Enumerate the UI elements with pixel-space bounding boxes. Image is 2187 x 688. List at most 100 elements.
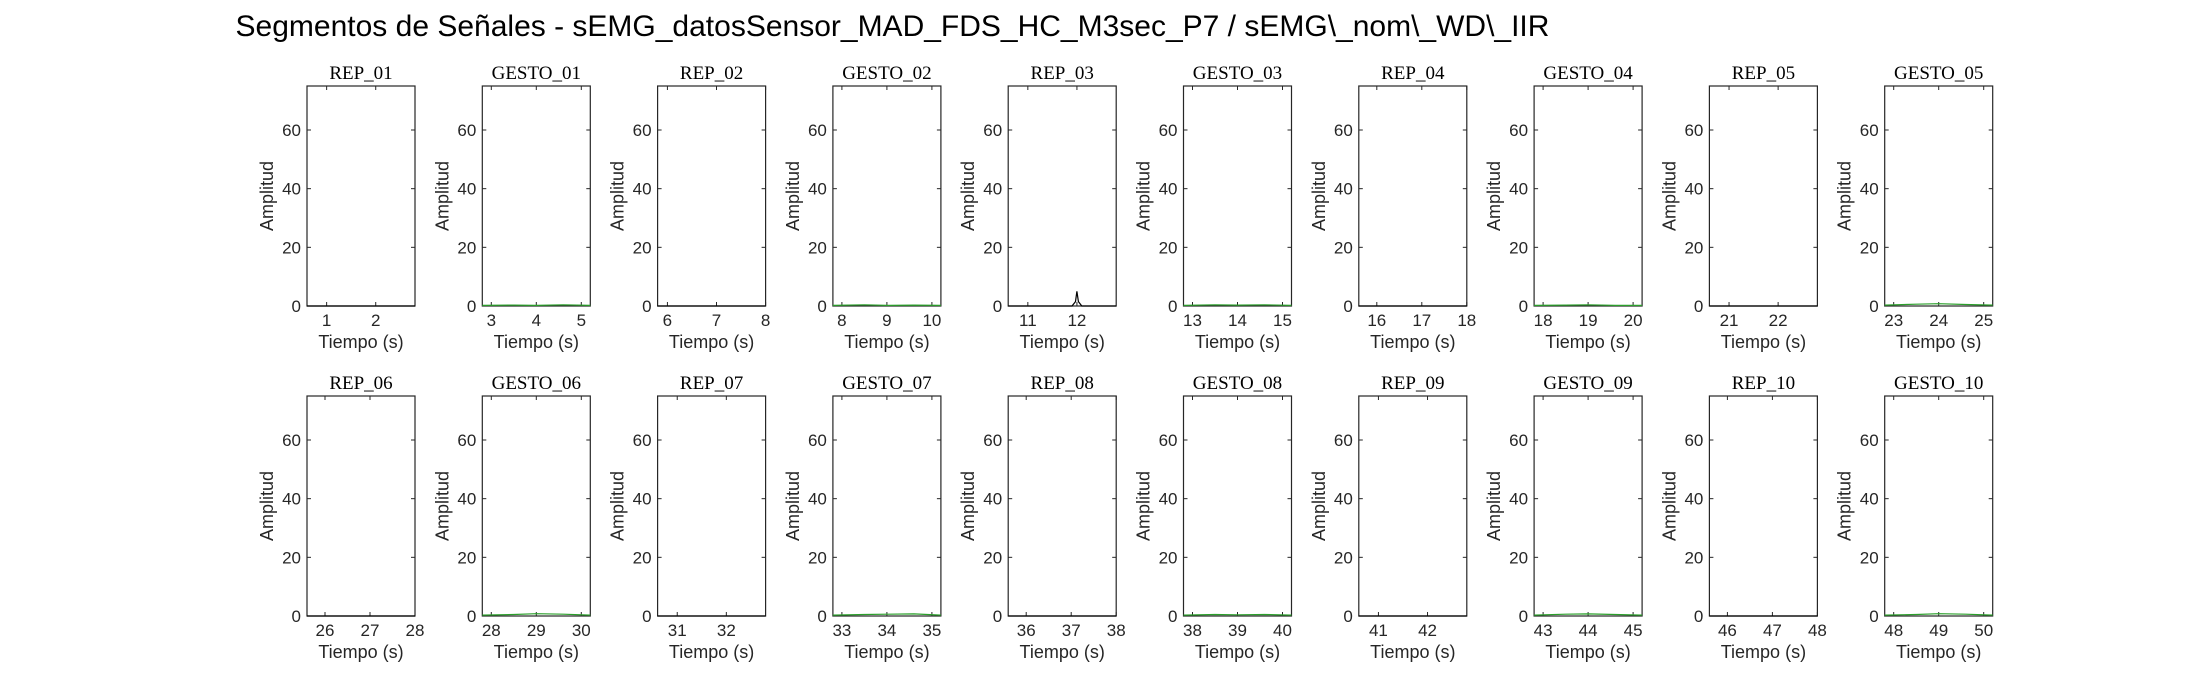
y-tick-label: 20 [1334, 238, 1353, 257]
subplot-title: REP_08 [1031, 373, 1094, 394]
y-tick-label: 40 [1684, 180, 1703, 199]
y-tick-label: 60 [1159, 431, 1178, 450]
y-axis-label: Amplitud [1659, 471, 1679, 541]
axes-box [306, 395, 416, 617]
y-axis-label: Amplitud [958, 161, 978, 231]
y-tick-label: 60 [1509, 431, 1528, 450]
subplot: GESTO_06 0 20 40 60 28 29 30 Tiempo (s) Amplitud [432, 373, 591, 662]
y-tick-label: 60 [457, 121, 476, 140]
y-axis-label: Amplitud [432, 161, 452, 231]
y-axis-label: Amplitud [1835, 161, 1855, 231]
x-axis-label: Tiempo (s) [494, 642, 579, 662]
y-tick-label: 60 [808, 431, 827, 450]
subplot: REP_03 0 20 40 60 11 12 Tiempo (s) Amplitud [958, 63, 1117, 352]
x-tick-label: 39 [1228, 621, 1247, 640]
subplot: GESTO_09 0 20 40 60 43 44 45 Tiempo (s) Amplitud [1484, 373, 1643, 662]
y-tick-label: 0 [292, 297, 301, 316]
series-line [1884, 303, 1993, 306]
axes-box [832, 395, 942, 617]
y-tick-label: 40 [282, 490, 301, 509]
y-tick-label: 20 [282, 238, 301, 257]
series-line [832, 304, 941, 307]
series-line [1008, 291, 1117, 307]
subplot-title: GESTO_05 [1894, 63, 1983, 84]
y-tick-label: 20 [1159, 548, 1178, 567]
y-tick-label: 0 [993, 607, 1002, 626]
y-tick-label: 40 [1509, 180, 1528, 199]
subplot-title: GESTO_09 [1543, 373, 1632, 394]
subplot-title: GESTO_02 [842, 63, 931, 84]
x-tick-label: 32 [717, 621, 736, 640]
y-tick-label: 0 [1343, 607, 1352, 626]
x-axis-label: Tiempo (s) [1195, 332, 1280, 352]
subplot: REP_09 0 20 40 60 41 42 Tiempo (s) Amplitud [1309, 373, 1468, 662]
axes-box [656, 85, 767, 307]
x-axis-label: Tiempo (s) [1020, 332, 1105, 352]
x-tick-label: 43 [1534, 621, 1553, 640]
y-tick-label: 20 [1684, 548, 1703, 567]
x-tick-label: 38 [1107, 621, 1126, 640]
x-axis-label: Tiempo (s) [494, 332, 579, 352]
y-tick-label: 60 [808, 121, 827, 140]
x-axis-label: Tiempo (s) [1896, 332, 1981, 352]
x-tick-label: 30 [572, 621, 591, 640]
y-axis-label: Amplitud [608, 161, 628, 231]
y-axis-label: Amplitud [1659, 161, 1679, 231]
x-tick-label: 49 [1929, 621, 1948, 640]
x-tick-label: 11 [1019, 311, 1037, 330]
x-axis-label: Tiempo (s) [1721, 332, 1806, 352]
y-tick-label: 0 [1869, 297, 1878, 316]
x-tick-label: 28 [406, 621, 425, 640]
y-tick-label: 20 [457, 238, 476, 257]
x-tick-label: 18 [1457, 311, 1476, 330]
x-tick-label: 8 [837, 311, 846, 330]
x-tick-label: 47 [1763, 621, 1782, 640]
axes-box [1358, 395, 1468, 617]
subplot: REP_07 0 20 40 60 31 32 Tiempo (s) Amplitud [608, 373, 767, 662]
y-tick-label: 40 [808, 490, 827, 509]
subplot-title: GESTO_03 [1193, 63, 1282, 84]
x-tick-label: 10 [922, 311, 941, 330]
y-tick-label: 20 [983, 548, 1002, 567]
y-tick-label: 60 [282, 431, 301, 450]
x-tick-label: 45 [1624, 621, 1643, 640]
subplot: GESTO_01 0 20 40 60 3 4 5 Tiempo (s) Amplitud [432, 63, 591, 352]
y-tick-label: 20 [457, 548, 476, 567]
y-tick-label: 40 [1509, 490, 1528, 509]
y-tick-label: 0 [1168, 607, 1177, 626]
x-tick-label: 18 [1534, 311, 1553, 330]
y-axis-label: Amplitud [958, 471, 978, 541]
x-tick-label: 21 [1720, 311, 1739, 330]
subplot-title: REP_07 [680, 373, 743, 394]
y-tick-label: 40 [1334, 490, 1353, 509]
x-tick-label: 29 [527, 621, 546, 640]
axes-box [656, 395, 767, 617]
series-line [832, 613, 941, 616]
subplot: REP_05 0 20 40 60 21 22 Tiempo (s) Amplitud [1659, 63, 1819, 352]
series-line [1183, 613, 1292, 616]
x-tick-label: 22 [1769, 311, 1788, 330]
x-tick-label: 42 [1418, 621, 1437, 640]
y-tick-label: 40 [1860, 180, 1879, 199]
x-tick-label: 50 [1974, 621, 1993, 640]
subplot: GESTO_05 0 20 40 60 23 24 25 Tiempo (s) Amplitud [1835, 63, 1994, 352]
x-tick-label: 17 [1412, 311, 1431, 330]
y-tick-label: 20 [282, 548, 301, 567]
y-tick-label: 0 [642, 297, 651, 316]
x-tick-label: 20 [1624, 311, 1643, 330]
axes-box [306, 85, 416, 307]
axes-box [481, 395, 591, 617]
x-tick-label: 8 [761, 311, 770, 330]
y-tick-label: 20 [1509, 238, 1528, 257]
y-axis-label: Amplitud [608, 471, 628, 541]
axes-box [1708, 85, 1819, 307]
x-tick-label: 1 [322, 311, 331, 330]
x-axis-label: Tiempo (s) [318, 332, 403, 352]
x-tick-label: 12 [1067, 311, 1086, 330]
y-tick-label: 20 [1509, 548, 1528, 567]
y-tick-label: 0 [817, 297, 826, 316]
y-tick-label: 60 [1860, 431, 1879, 450]
